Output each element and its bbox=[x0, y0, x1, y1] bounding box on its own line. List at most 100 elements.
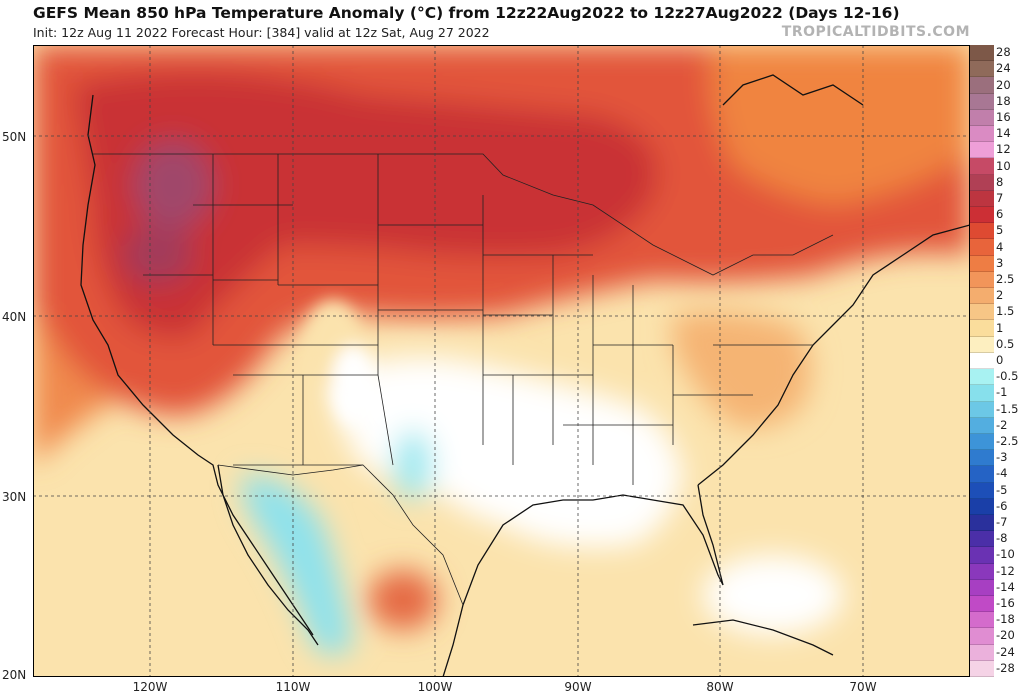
colorbar-label: 1 bbox=[996, 320, 1004, 335]
coastlines bbox=[80, 74, 970, 677]
colorbar-cell bbox=[970, 498, 994, 515]
colorbar-label: -5 bbox=[996, 482, 1008, 497]
colorbar-label: 28 bbox=[996, 45, 1011, 60]
colorbar-label: -4 bbox=[996, 466, 1008, 481]
colorbar-label: -3 bbox=[996, 450, 1008, 465]
colorbar-cell bbox=[970, 255, 994, 272]
anomaly-mexico-warm bbox=[368, 570, 438, 630]
colorbar-cell bbox=[970, 320, 994, 337]
colorbar-cell bbox=[970, 466, 994, 483]
colorbar-cell bbox=[970, 563, 994, 580]
anomaly-map bbox=[33, 45, 970, 677]
colorbar-cell bbox=[970, 271, 994, 289]
colorbar-label: -0.5 bbox=[996, 369, 1019, 384]
colorbar-label: -8 bbox=[996, 531, 1008, 546]
anomaly-core-warm bbox=[73, 72, 657, 338]
colorbar-label: 6 bbox=[996, 207, 1004, 222]
colorbar-cell bbox=[970, 417, 994, 434]
colorbar-label: 14 bbox=[996, 126, 1011, 141]
colorbar-cell bbox=[970, 288, 994, 305]
hudson-bay-shore bbox=[722, 74, 864, 106]
anomaly-hotspot-south bbox=[123, 225, 193, 285]
watermark: TROPICALTIDBITS.COM bbox=[781, 24, 970, 40]
colorbar-cell bbox=[970, 401, 994, 418]
colorbar-label: -1.5 bbox=[996, 401, 1019, 416]
lat-label-30n: 30N bbox=[2, 490, 27, 504]
colorbar-cell bbox=[970, 142, 994, 159]
lon-label-100w: 100W bbox=[417, 680, 453, 694]
anomaly-newmexico-white bbox=[331, 345, 375, 425]
lat-label-20n: 20N bbox=[2, 668, 27, 682]
colorbar-label: 0.5 bbox=[996, 336, 1015, 351]
colorbar-cell bbox=[970, 369, 994, 386]
us-mexico-border bbox=[217, 464, 464, 606]
baja-peninsula bbox=[217, 464, 319, 646]
colorbar-cell bbox=[970, 482, 994, 499]
lon-label-120w: 120W bbox=[132, 680, 168, 694]
colorbar-label: 1.5 bbox=[996, 304, 1015, 319]
lon-label-110w: 110W bbox=[275, 680, 311, 694]
colorbar-label: -6 bbox=[996, 498, 1008, 513]
anomaly-atlantic-neutral bbox=[703, 555, 843, 635]
colorbar-cell bbox=[970, 223, 994, 240]
lon-label-70w: 70W bbox=[849, 680, 877, 694]
west-coast bbox=[80, 94, 314, 636]
state-borders bbox=[93, 153, 834, 606]
colorbar-cell bbox=[970, 547, 994, 564]
lat-label-40n: 40N bbox=[2, 310, 27, 324]
colorbar-label: 18 bbox=[996, 93, 1011, 108]
colorbar-cell bbox=[970, 109, 994, 127]
colorbar-cell bbox=[970, 93, 994, 110]
graticule bbox=[33, 45, 970, 677]
colorbar-cell bbox=[970, 158, 994, 175]
colorbar-label: 5 bbox=[996, 223, 1004, 238]
colorbar-label: -2.5 bbox=[996, 434, 1019, 449]
colorbar-cell bbox=[970, 385, 994, 402]
colorbar-cell bbox=[970, 336, 994, 353]
colorbar-label: 10 bbox=[996, 158, 1011, 173]
colorbar-cell bbox=[970, 207, 994, 224]
gulf-coast bbox=[442, 484, 724, 677]
colorbar-label: 2 bbox=[996, 288, 1004, 303]
colorbar-cell bbox=[970, 77, 994, 94]
map-frame bbox=[33, 45, 970, 677]
colorbar-cell bbox=[970, 174, 994, 191]
anomaly-canada-warm bbox=[710, 45, 970, 205]
lat-label-50n: 50N bbox=[2, 130, 27, 144]
colorbar bbox=[970, 45, 994, 677]
colorbar-cell bbox=[970, 531, 994, 548]
colorbar-cell bbox=[970, 579, 994, 596]
lon-label-80w: 80W bbox=[706, 680, 734, 694]
colorbar-label: 3 bbox=[996, 255, 1004, 270]
colorbar-label: 20 bbox=[996, 77, 1011, 92]
colorbar-label: -16 bbox=[996, 596, 1015, 611]
colorbar-cell bbox=[970, 61, 994, 78]
state-lines bbox=[143, 154, 813, 485]
colorbar-cell bbox=[970, 612, 994, 629]
colorbar-label: -2 bbox=[996, 417, 1008, 432]
colorbar-cell bbox=[970, 595, 994, 613]
anomaly-hotspot-north bbox=[133, 140, 213, 230]
colorbar-label: 8 bbox=[996, 174, 1004, 189]
colorbar-cell bbox=[970, 660, 994, 677]
colorbar-cell bbox=[970, 514, 994, 532]
colorbar-cell bbox=[970, 126, 994, 143]
colorbar-label: 4 bbox=[996, 239, 1004, 254]
colorbar-label: -28 bbox=[996, 660, 1015, 675]
colorbar-label: -18 bbox=[996, 612, 1015, 627]
colorbar-label: 24 bbox=[996, 61, 1011, 76]
colorbar-label: -12 bbox=[996, 563, 1015, 578]
colorbar-label: -24 bbox=[996, 644, 1015, 659]
colorbar-cell bbox=[970, 304, 994, 321]
colorbar-cell bbox=[970, 352, 994, 370]
colorbar-label: -1 bbox=[996, 385, 1008, 400]
colorbar-cell bbox=[970, 644, 994, 661]
colorbar-cell bbox=[970, 450, 994, 467]
anomaly-east-coast-warm bbox=[673, 311, 811, 428]
colorbar-cell bbox=[970, 45, 994, 62]
colorbar-label: 12 bbox=[996, 142, 1011, 157]
colorbar-label: -14 bbox=[996, 579, 1015, 594]
anomaly-southwest-cool bbox=[242, 475, 353, 655]
colorbar-label: -20 bbox=[996, 628, 1015, 643]
colorbar-cell bbox=[970, 190, 994, 208]
